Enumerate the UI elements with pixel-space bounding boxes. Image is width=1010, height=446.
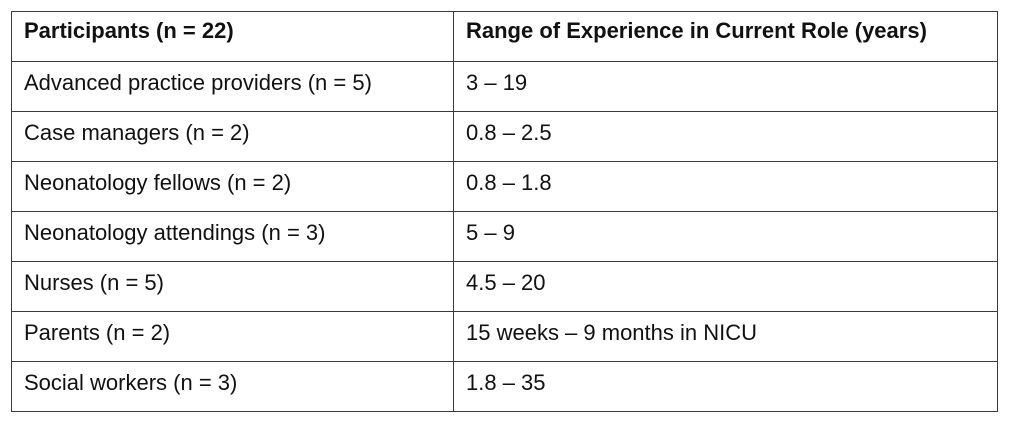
participant-group-cell: Neonatology fellows (n = 2) [11,161,454,212]
table-row: Parents (n = 2) 15 weeks – 9 months in N… [11,311,998,362]
participant-group-cell: Parents (n = 2) [11,311,454,362]
experience-range-cell: 15 weeks – 9 months in NICU [453,311,998,362]
header-experience-range: Range of Experience in Current Role (yea… [453,11,998,62]
participants-table: Participants (n = 22) Range of Experienc… [11,11,998,412]
participant-group-cell: Case managers (n = 2) [11,111,454,162]
experience-range-cell: 0.8 – 1.8 [453,161,998,212]
participant-group-cell: Social workers (n = 3) [11,361,454,412]
table-row: Nurses (n = 5) 4.5 – 20 [11,261,998,312]
table-row: Case managers (n = 2) 0.8 – 2.5 [11,111,998,162]
experience-range-cell: 1.8 – 35 [453,361,998,412]
experience-range-cell: 4.5 – 20 [453,261,998,312]
participant-group-cell: Advanced practice providers (n = 5) [11,61,454,112]
table-row: Neonatology attendings (n = 3) 5 – 9 [11,211,998,262]
table-row: Advanced practice providers (n = 5) 3 – … [11,61,998,112]
experience-range-cell: 3 – 19 [453,61,998,112]
experience-range-cell: 5 – 9 [453,211,998,262]
table-header-row: Participants (n = 22) Range of Experienc… [11,11,998,62]
experience-range-cell: 0.8 – 2.5 [453,111,998,162]
header-participants: Participants (n = 22) [11,11,454,62]
participant-group-cell: Neonatology attendings (n = 3) [11,211,454,262]
table-row: Neonatology fellows (n = 2) 0.8 – 1.8 [11,161,998,212]
participant-group-cell: Nurses (n = 5) [11,261,454,312]
table-row: Social workers (n = 3) 1.8 – 35 [11,361,998,412]
